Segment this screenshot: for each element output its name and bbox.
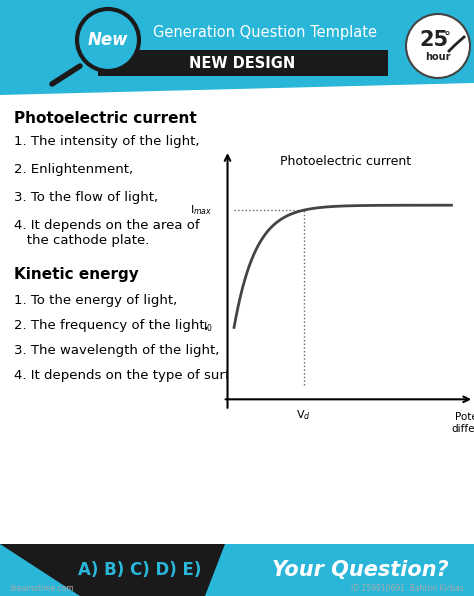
Text: Generation Question Template: Generation Question Template [153, 26, 377, 41]
Text: 4. It depends on the area of
   the cathode plate.: 4. It depends on the area of the cathode… [14, 219, 200, 247]
Polygon shape [98, 50, 388, 76]
Text: A) B) C) D) E): A) B) C) D) E) [78, 561, 202, 579]
Text: ID 259910691  Bahtim Kirbas: ID 259910691 Bahtim Kirbas [351, 584, 464, 593]
Polygon shape [0, 0, 474, 95]
Text: dreamstime.com: dreamstime.com [10, 584, 74, 593]
Text: 25: 25 [419, 30, 448, 50]
Circle shape [406, 14, 470, 78]
Text: New: New [88, 31, 128, 49]
Text: 2. Enlightenment,: 2. Enlightenment, [14, 163, 133, 176]
Text: °: ° [444, 31, 450, 45]
Text: hour: hour [425, 52, 451, 62]
Text: 1. To the energy of light,: 1. To the energy of light, [14, 294, 177, 307]
Text: I$_0$: I$_0$ [202, 321, 212, 334]
Text: V$_d$: V$_d$ [296, 408, 311, 422]
Text: I$_{max}$: I$_{max}$ [190, 203, 212, 217]
Polygon shape [0, 544, 230, 596]
Polygon shape [205, 544, 474, 596]
Polygon shape [0, 544, 80, 596]
Text: Photoelectric current: Photoelectric current [14, 111, 197, 126]
Text: Your Question?: Your Question? [272, 560, 448, 580]
Title: Photoelectric current: Photoelectric current [281, 154, 411, 167]
Circle shape [77, 9, 139, 71]
Text: 3. The wavelength of the light,: 3. The wavelength of the light, [14, 344, 219, 357]
Text: Kinetic energy: Kinetic energy [14, 267, 139, 282]
Text: 3. To the flow of light,: 3. To the flow of light, [14, 191, 158, 204]
Text: Potential
difference: Potential difference [451, 412, 474, 433]
Text: 1. The intensity of the light,: 1. The intensity of the light, [14, 135, 200, 148]
Text: 2. The frequency of the light,: 2. The frequency of the light, [14, 319, 209, 332]
Text: NEW DESIGN: NEW DESIGN [189, 55, 295, 70]
Text: 4. It depends on the type of surface metal.: 4. It depends on the type of surface met… [14, 369, 300, 382]
